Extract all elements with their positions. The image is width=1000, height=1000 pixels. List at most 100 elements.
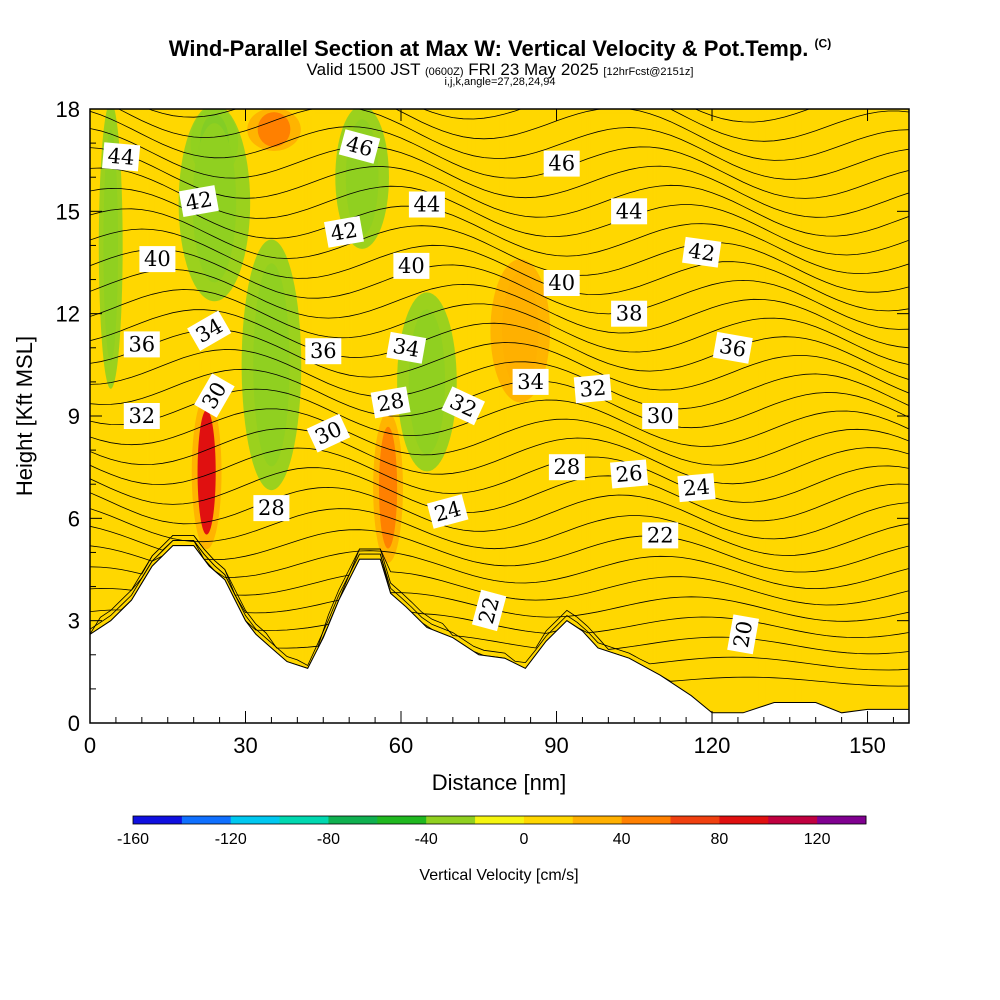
contour-label: 36 <box>305 338 342 365</box>
contour-label-text: 40 <box>398 254 425 278</box>
contour-label-box <box>441 386 486 426</box>
colorbar-swatch <box>475 816 525 824</box>
contour-label-box <box>471 589 507 632</box>
contour-label: 34 <box>512 368 549 395</box>
theta-isentrope <box>90 268 909 349</box>
colorbar-title: Vertical Velocity [cm/s] <box>419 867 578 884</box>
contour-label: 36 <box>123 331 160 358</box>
contour-label: 44 <box>408 191 445 218</box>
contour-label-box <box>642 403 679 429</box>
y-tick-label: 6 <box>68 506 80 531</box>
contour-label-box <box>543 270 580 296</box>
contour-label: 20 <box>727 614 760 655</box>
contour-label-box <box>611 198 648 225</box>
grid-indices: i,j,k,angle=27,28,24,94 <box>444 76 556 88</box>
theta-isentrope <box>90 249 909 330</box>
colorbar-swatch <box>133 816 183 824</box>
y-tick-label: 9 <box>68 404 80 429</box>
contour-label: 42 <box>178 185 219 218</box>
contour-label-text: 20 <box>729 619 757 649</box>
contour-label-text: 38 <box>616 302 643 326</box>
valid-prefix: Valid 1500 JST <box>306 60 421 79</box>
contour-label: 44 <box>611 198 648 225</box>
contour-label-box <box>712 331 753 364</box>
contour-label-box <box>123 403 160 429</box>
theta-isentrope <box>90 368 909 429</box>
contour-label-box <box>426 494 469 529</box>
x-tick-label: 150 <box>849 733 886 758</box>
contour-label-text: 40 <box>548 271 575 295</box>
valid-utc: (0600Z) <box>425 66 464 78</box>
theta-isentrope <box>90 447 909 503</box>
x-axis-title: Distance [nm] <box>432 770 567 795</box>
contour-label: 40 <box>543 270 580 296</box>
colorbar-tick-label: 80 <box>711 831 729 848</box>
contour-label-box <box>610 459 649 489</box>
contour-label-box <box>139 246 176 273</box>
contour-label-box <box>306 413 351 453</box>
contour-label: 28 <box>370 386 411 419</box>
colorbar-swatch <box>181 816 232 824</box>
contour-label-box <box>194 373 235 418</box>
theta-isentrope <box>90 309 909 380</box>
contour-label-box <box>178 185 219 218</box>
contour-label-box <box>324 215 364 248</box>
contour-label-box <box>727 614 760 655</box>
colorbar-swatch <box>328 816 378 824</box>
colorbar-tick-label: -40 <box>415 831 438 848</box>
contour-label: 28 <box>548 454 585 481</box>
theta-isentrope <box>90 208 909 293</box>
contour-label-box <box>393 252 430 279</box>
colorbar-tick-label: -80 <box>317 831 340 848</box>
colorbar-swatch <box>426 816 476 824</box>
colorbar-swatch <box>768 816 818 824</box>
x-tick-label: 60 <box>389 733 413 758</box>
contour-label: 40 <box>393 252 430 279</box>
theta-isentrope <box>422 109 909 142</box>
contour-label-text: 30 <box>647 404 674 428</box>
terrain <box>90 545 909 723</box>
contour-label: 28 <box>253 495 290 522</box>
chart-title: Wind-Parallel Section at Max W: Vertical… <box>0 36 1000 62</box>
updraft-core <box>257 112 291 147</box>
contour-label-text: 42 <box>687 239 717 266</box>
theta-isentrope <box>90 545 909 590</box>
contour-label: 44 <box>102 142 141 172</box>
contour-label-box <box>305 338 342 365</box>
theta-isentrope <box>90 128 909 218</box>
contour-label-text: 36 <box>128 332 155 356</box>
theta-isentrope <box>694 109 811 123</box>
contour-label: 42 <box>682 236 722 268</box>
contour-label: 24 <box>426 494 469 529</box>
y-tick-label: 18 <box>56 97 80 122</box>
contour-label: 30 <box>642 403 679 429</box>
theta-isentrope <box>90 408 909 466</box>
contour-label: 22 <box>471 589 507 632</box>
colorbar-tick-label: 120 <box>804 831 831 848</box>
contour-label-text: 36 <box>718 334 748 362</box>
contour-label-text: 40 <box>144 247 171 271</box>
contour-label: 32 <box>573 374 612 404</box>
updraft-core <box>197 409 216 535</box>
contour-label-text: 44 <box>107 144 136 170</box>
theta-isentrope <box>90 467 909 522</box>
contour-label-box <box>548 454 585 481</box>
theta-isentrope <box>90 349 909 410</box>
theta-isentrope <box>90 110 909 199</box>
theta-isentrope <box>90 428 909 485</box>
contour-label-text: 44 <box>616 199 643 223</box>
terrain-profile <box>90 545 909 723</box>
colorbar-swatch <box>523 816 574 824</box>
colorbar-tick-label: -160 <box>117 831 149 848</box>
contour-label: 26 <box>610 459 649 489</box>
contour-label-text: 34 <box>517 370 544 394</box>
y-tick-label: 3 <box>68 609 80 634</box>
colorbar-frame <box>132 815 867 825</box>
theta-isentrope <box>90 187 909 275</box>
colorbar-swatch <box>670 816 720 824</box>
contour-label-box <box>123 331 160 358</box>
contour-label: 24 <box>677 473 716 503</box>
forecast-tag: [12hrFcst@2151z] <box>603 66 694 78</box>
colorbar-swatch <box>719 816 769 824</box>
